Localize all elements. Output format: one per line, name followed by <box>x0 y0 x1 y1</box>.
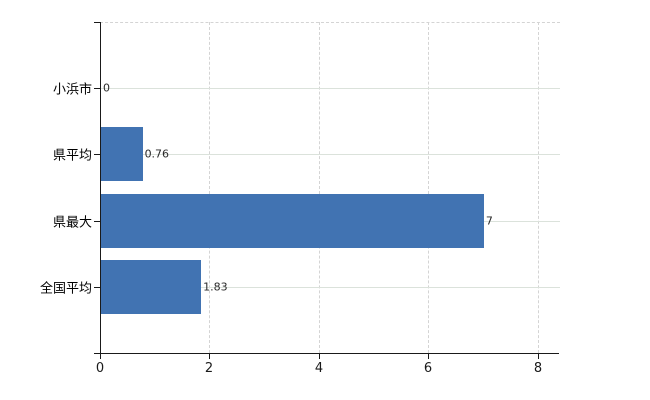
x-axis <box>94 353 559 354</box>
x-axis-tick <box>428 354 429 359</box>
horizontal-gridline <box>100 154 560 155</box>
x-tick-label: 4 <box>314 361 324 376</box>
value-label: 7 <box>485 214 493 228</box>
category-label: 県最大 <box>52 215 92 231</box>
value-label: 0.76 <box>144 147 170 161</box>
bar <box>101 127 143 181</box>
horizontal-gridline <box>100 88 560 89</box>
vertical-gridline <box>318 22 320 353</box>
bar <box>101 194 484 248</box>
x-axis-tick <box>319 354 320 359</box>
y-axis-tick <box>94 287 100 288</box>
vertical-gridline <box>209 22 211 353</box>
y-axis-tick <box>94 22 100 23</box>
y-axis-tick <box>94 154 100 155</box>
plot-top-border <box>100 22 560 23</box>
x-tick-label: 8 <box>533 361 543 376</box>
y-axis-tick <box>94 221 100 222</box>
value-label: 0 <box>103 81 110 95</box>
vertical-gridline <box>428 22 430 353</box>
x-tick-label: 6 <box>423 361 433 376</box>
y-axis-tick <box>94 88 100 89</box>
category-label: 小浜市 <box>52 82 92 98</box>
bar <box>101 260 201 314</box>
x-tick-label: 2 <box>204 361 214 376</box>
vertical-gridline <box>537 22 539 353</box>
x-tick-label: 0 <box>95 361 105 376</box>
y-axis <box>100 22 101 354</box>
x-axis-tick <box>209 354 210 359</box>
x-axis-tick <box>538 354 539 359</box>
category-label: 県平均 <box>52 148 92 164</box>
x-axis-tick <box>100 354 101 359</box>
category-label: 全国平均 <box>39 281 92 297</box>
horizontal-gridline <box>100 287 560 288</box>
value-label: 1.83 <box>203 280 228 294</box>
